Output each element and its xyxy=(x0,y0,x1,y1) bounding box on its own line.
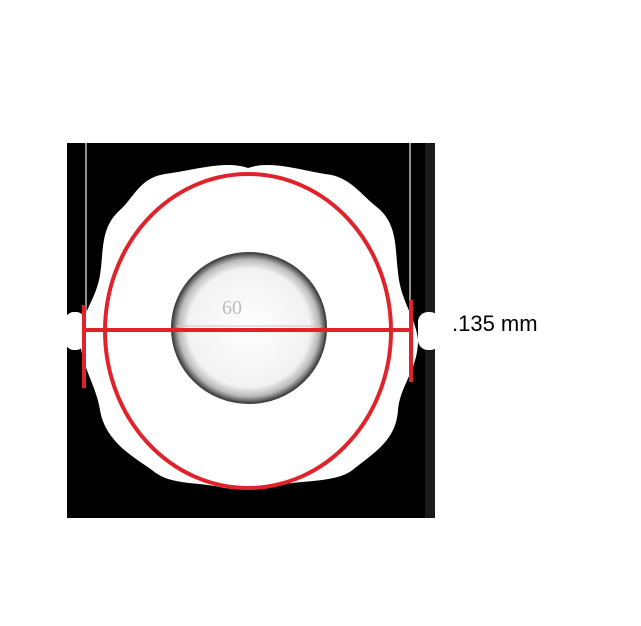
right-nub xyxy=(418,312,440,350)
inner-label: 60 xyxy=(222,297,242,319)
dimension-label: .135 mm xyxy=(452,311,538,336)
left-nub xyxy=(65,312,85,350)
